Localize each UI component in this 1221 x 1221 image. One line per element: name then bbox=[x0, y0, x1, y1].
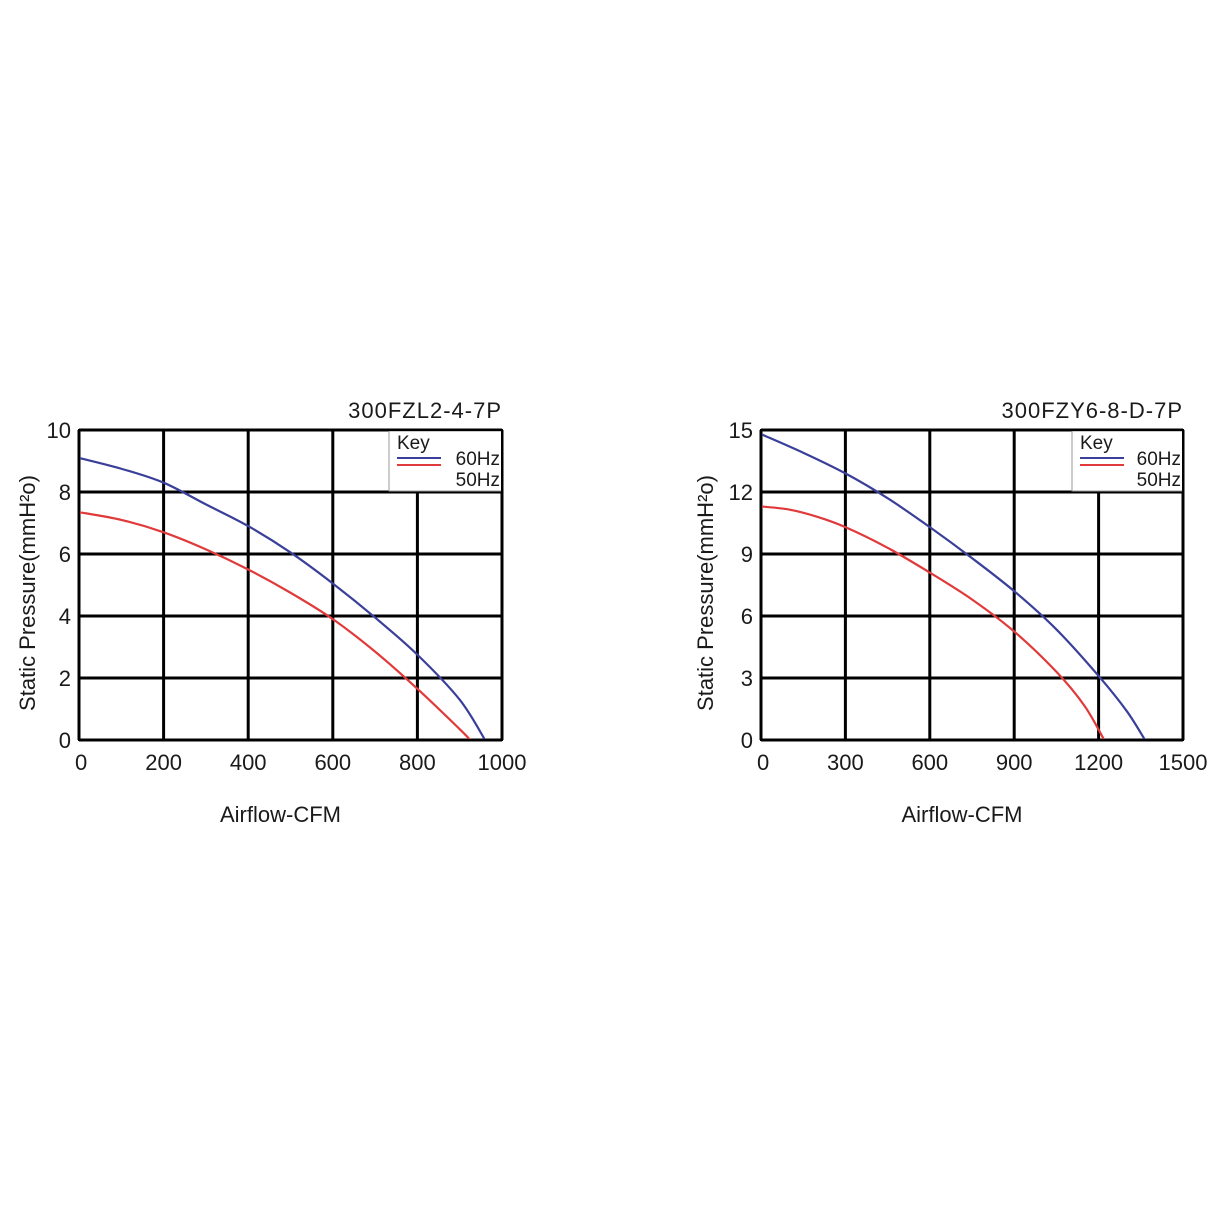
x-tick-label: 0 bbox=[757, 750, 769, 775]
x-axis-label: Airflow-CFM bbox=[902, 802, 1023, 827]
legend-label-50hz: 50Hz bbox=[1137, 470, 1181, 491]
y-tick-label: 10 bbox=[47, 418, 71, 443]
chart-2: 300FZY6-8-D-7P 0 300 600 900 1200 1500 0 3 6 9 12 15… bbox=[693, 398, 1207, 827]
chart-title: 300FZL2-4-7P bbox=[348, 398, 502, 423]
legend-label-60hz: 60Hz bbox=[456, 449, 500, 470]
series-line-50hz bbox=[760, 505, 1106, 741]
series-line-60hz bbox=[760, 433, 1146, 741]
y-tick-label: 9 bbox=[741, 542, 753, 567]
series-line-50hz bbox=[78, 511, 472, 741]
y-tick-label: 6 bbox=[59, 542, 71, 567]
x-tick-label: 300 bbox=[827, 750, 864, 775]
x-axis-label: Airflow-CFM bbox=[220, 802, 341, 827]
y-axis-label: Static Pressure(mmH²o) bbox=[693, 475, 718, 711]
plot-frame bbox=[760, 429, 1184, 741]
y-tick-label: 2 bbox=[59, 666, 71, 691]
x-tick-label: 1200 bbox=[1074, 750, 1123, 775]
y-axis-label: Static Pressure(mmH²o) bbox=[15, 475, 40, 711]
y-tick-label: 15 bbox=[729, 418, 753, 443]
series-line-60hz bbox=[78, 456, 487, 741]
chart-1: 300FZL2-4-7P 0 200 400 600 800 1000 0 2 4 6 8 10 Airf… bbox=[15, 398, 526, 827]
y-tick-label: 6 bbox=[741, 604, 753, 629]
y-tick-label: 0 bbox=[59, 728, 71, 753]
legend-label-50hz: 50Hz bbox=[456, 470, 500, 491]
x-tick-label: 1500 bbox=[1159, 750, 1208, 775]
y-tick-label: 8 bbox=[59, 480, 71, 505]
x-tick-label: 1000 bbox=[478, 750, 527, 775]
x-tick-label: 600 bbox=[314, 750, 351, 775]
x-tick-label: 800 bbox=[399, 750, 436, 775]
y-tick-label: 0 bbox=[741, 728, 753, 753]
x-tick-label: 200 bbox=[145, 750, 182, 775]
x-tick-label: 400 bbox=[230, 750, 267, 775]
x-tick-label: 600 bbox=[911, 750, 948, 775]
chart-title: 300FZY6-8-D-7P bbox=[1001, 398, 1183, 423]
legend-box bbox=[388, 430, 503, 492]
legend-label-60hz: 60Hz bbox=[1137, 449, 1181, 470]
x-tick-label: 900 bbox=[996, 750, 1033, 775]
y-tick-label: 4 bbox=[59, 604, 71, 629]
y-tick-label: 3 bbox=[741, 666, 753, 691]
y-tick-label: 12 bbox=[729, 480, 753, 505]
legend-title: Key bbox=[397, 433, 430, 454]
legend-title: Key bbox=[1080, 433, 1113, 454]
plot-frame bbox=[78, 429, 503, 741]
x-tick-label: 0 bbox=[75, 750, 87, 775]
